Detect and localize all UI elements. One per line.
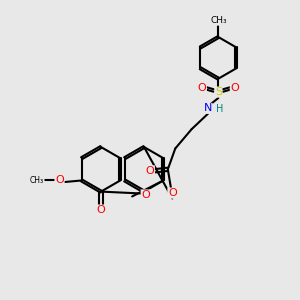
Text: O: O [55, 176, 64, 185]
Text: N: N [204, 103, 212, 113]
Text: O: O [146, 166, 154, 176]
Text: CH₃: CH₃ [30, 176, 44, 185]
Text: H: H [216, 104, 224, 114]
Text: O: O [198, 82, 206, 93]
Text: CH₃: CH₃ [210, 16, 227, 25]
Text: S: S [215, 87, 222, 97]
Text: O: O [97, 205, 105, 215]
Text: O: O [141, 190, 150, 200]
Text: O: O [168, 188, 177, 198]
Text: O: O [230, 82, 239, 93]
